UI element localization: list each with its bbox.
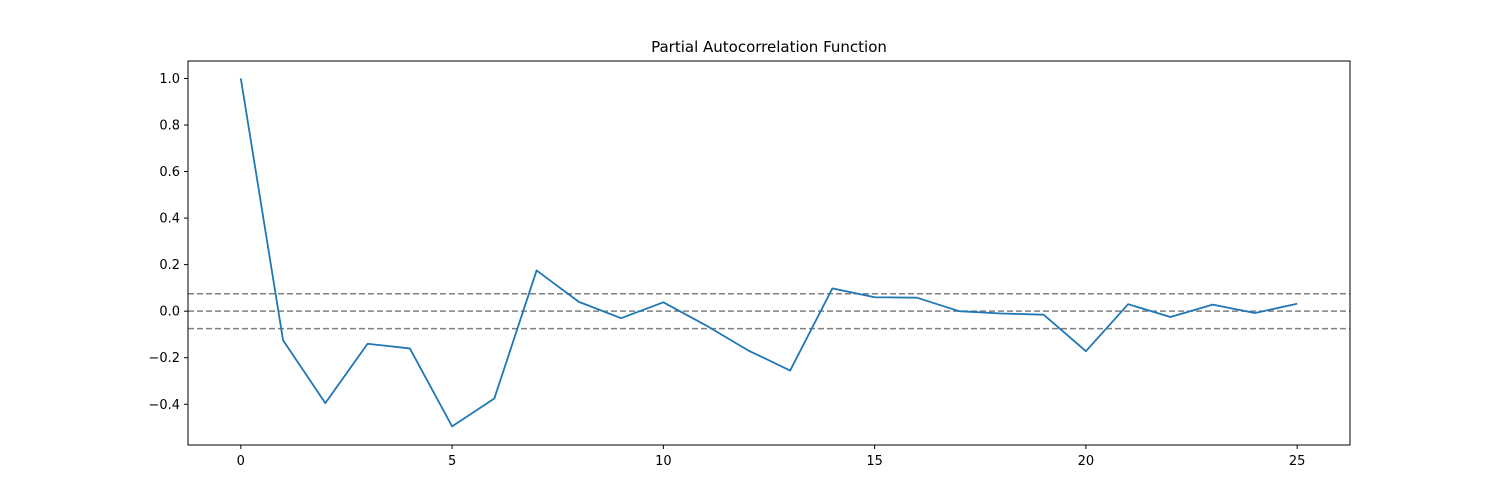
series-group — [239, 78, 1298, 428]
reference-lines — [188, 292, 1350, 330]
y-tick-label-3: 0.2 — [159, 258, 180, 273]
plot-frame — [187, 60, 1351, 446]
y-tick-label-1: −0.2 — [148, 351, 180, 366]
series-line-0 — [239, 78, 1298, 428]
y-tick-label-4: 0.4 — [159, 212, 180, 227]
x-tick-label-0: 0 — [237, 454, 245, 469]
y-tick-label-5: 0.6 — [159, 165, 180, 180]
y-tick-label-2: 0.0 — [159, 305, 180, 320]
y-axis: −0.4 −0.2 0.0 0.2 0.4 0.6 0.8 1.0 — [148, 72, 188, 413]
y-tick-label-0: −0.4 — [148, 398, 180, 413]
chart-title: Partial Autocorrelation Function — [651, 38, 887, 56]
x-tick-label-20: 20 — [1078, 454, 1095, 469]
x-axis: 0 5 10 15 20 25 — [237, 445, 1306, 469]
x-tick-label-10: 10 — [655, 454, 672, 469]
y-tick-label-6: 0.8 — [159, 119, 180, 134]
x-tick-label-15: 15 — [866, 454, 883, 469]
y-tick-label-7: 1.0 — [159, 72, 180, 87]
x-tick-label-25: 25 — [1289, 454, 1306, 469]
x-tick-label-5: 5 — [448, 454, 456, 469]
